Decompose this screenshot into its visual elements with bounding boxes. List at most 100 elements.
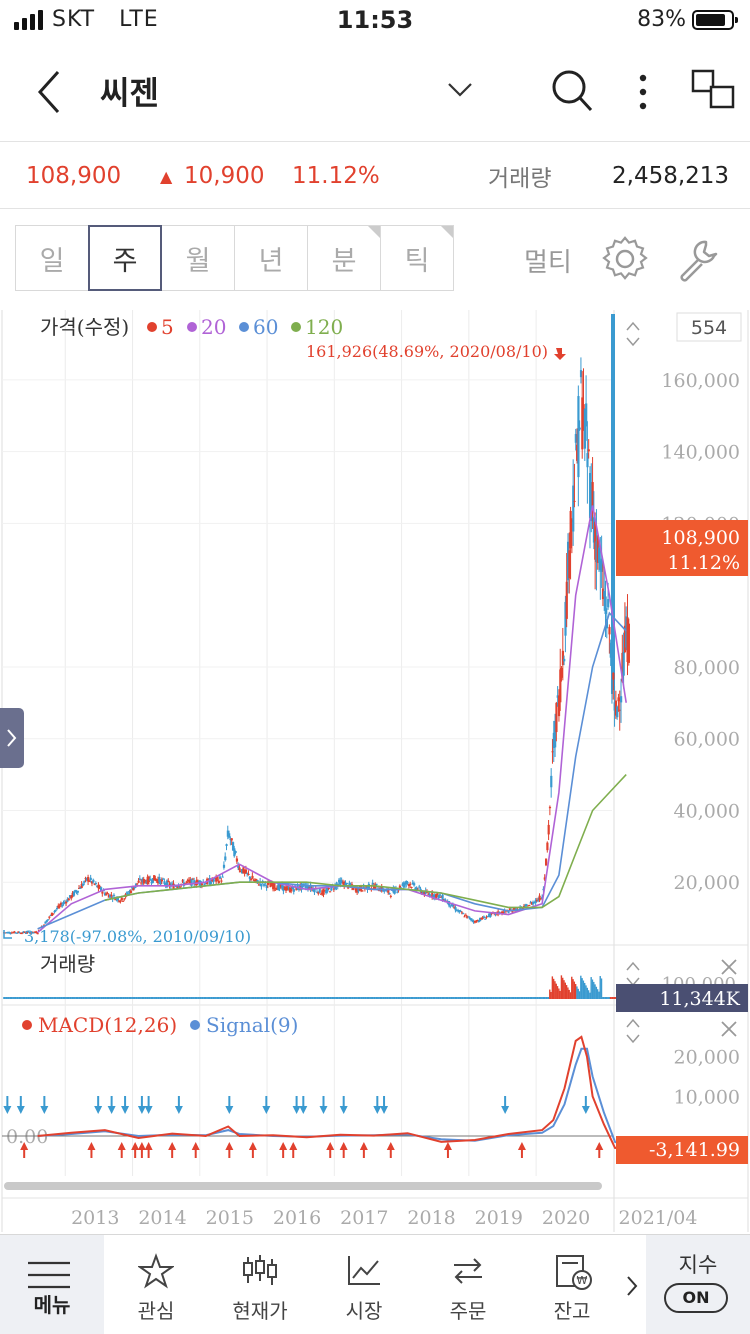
bottom-balance[interactable]: ₩ 잔고 — [520, 1235, 624, 1334]
volume-scroll-icon[interactable] — [626, 961, 640, 987]
index-on-toggle[interactable]: ON — [664, 1283, 728, 1313]
bottom-market-label: 시장 — [345, 1299, 383, 1323]
volume-bar — [348, 997, 350, 999]
candle-body — [415, 887, 418, 891]
candle-body — [297, 888, 301, 890]
candle-body — [322, 890, 325, 895]
tab-5[interactable]: 틱 — [380, 225, 454, 291]
candle-body — [287, 887, 290, 889]
candle-body — [58, 905, 61, 907]
candle-body — [215, 876, 218, 882]
volume-bar — [563, 980, 565, 999]
candle-body — [565, 581, 568, 619]
volume-bar — [229, 997, 231, 999]
search-icon[interactable] — [550, 68, 594, 114]
volume-bar — [559, 990, 561, 999]
close-icon[interactable] — [721, 1021, 737, 1037]
volume-bar — [194, 997, 197, 999]
volume-bar — [494, 997, 497, 999]
stock-title[interactable]: 씨젠 — [100, 74, 159, 112]
volume-bar — [564, 982, 567, 999]
candle-body — [418, 886, 421, 888]
candle-body — [583, 409, 587, 449]
volume-bar — [537, 997, 539, 999]
bottom-menu[interactable]: 메뉴 — [0, 1235, 104, 1334]
volume-bar — [278, 997, 281, 999]
candle-body — [225, 844, 228, 846]
tab-4[interactable]: 분 — [307, 225, 381, 291]
volume-bar — [42, 997, 44, 999]
volume-bar — [339, 997, 341, 999]
volume-bar — [441, 997, 444, 999]
volume-bar — [27, 997, 30, 999]
multi-window-icon[interactable] — [690, 68, 738, 112]
candle-body — [466, 915, 469, 918]
scroll-updown-icon[interactable] — [626, 321, 640, 347]
chevron-right-icon[interactable] — [624, 1273, 640, 1299]
back-icon[interactable] — [32, 68, 64, 116]
side-panel-handle[interactable] — [0, 708, 24, 768]
bottom-current-price[interactable]: 현재가 — [208, 1235, 312, 1334]
index-toggle[interactable]: 지수 ON — [646, 1235, 750, 1334]
bottom-order[interactable]: 주문 — [416, 1235, 520, 1334]
volume-bar — [314, 997, 317, 999]
gear-icon[interactable] — [602, 236, 648, 282]
bottom-watchlist[interactable]: 관심 — [104, 1235, 208, 1334]
candle-body — [132, 888, 135, 891]
bottom-market[interactable]: 시장 — [312, 1235, 416, 1334]
candle-body — [9, 933, 12, 935]
volume-bar — [427, 997, 429, 999]
x-axis-label: 2019 — [475, 1207, 523, 1229]
x-axis-label: 2013 — [71, 1207, 119, 1229]
volume-bar — [464, 997, 467, 999]
volume-bar — [206, 997, 208, 999]
tab-2[interactable]: 월 — [161, 225, 235, 291]
volume-bar — [353, 997, 356, 999]
candle-body — [378, 889, 381, 892]
tab-3[interactable]: 년 — [234, 225, 308, 291]
candle-body — [94, 883, 98, 885]
volume-bar — [477, 997, 480, 999]
candle-body — [383, 890, 386, 892]
tab-0[interactable]: 일 — [15, 225, 89, 291]
volume-bar — [454, 997, 457, 999]
candle-body — [471, 919, 474, 921]
multi-button[interactable]: 멀티 — [524, 248, 572, 278]
horizontal-scrollbar[interactable] — [4, 1182, 602, 1190]
tab-1[interactable]: 주 — [88, 225, 162, 291]
chevron-down-icon[interactable] — [446, 80, 474, 100]
close-icon[interactable] — [721, 959, 737, 975]
candle-body — [428, 893, 431, 897]
volume-bar — [587, 990, 590, 999]
volume-bar — [589, 992, 591, 999]
volume-bar — [48, 997, 50, 999]
more-icon[interactable] — [636, 72, 650, 112]
signal-legend-dot — [190, 1020, 200, 1030]
buy-signal-icon — [248, 1142, 257, 1150]
candle-body — [616, 706, 619, 718]
volume-bar — [135, 997, 137, 999]
volume-bar — [523, 997, 525, 999]
candle-body — [61, 904, 64, 907]
candle-body — [489, 913, 492, 917]
volume-bar — [144, 997, 146, 999]
buy-signal-icon — [144, 1142, 153, 1150]
volume-bar — [380, 997, 383, 999]
volume-bar — [23, 997, 26, 999]
volume-bar — [439, 997, 441, 999]
volume-bar — [133, 997, 136, 999]
volume-bar — [392, 997, 394, 999]
candle-body — [572, 485, 575, 532]
macd-scroll-icon[interactable] — [626, 1018, 640, 1044]
wrench-icon[interactable] — [676, 236, 722, 282]
volume-bar — [551, 976, 554, 999]
candle-body — [53, 911, 56, 913]
volume-bar — [71, 997, 74, 999]
candle-body — [457, 910, 460, 912]
volume-bar — [370, 997, 372, 999]
volume-bar — [362, 997, 365, 999]
volume-bar — [582, 980, 585, 999]
candle-body — [591, 482, 594, 512]
